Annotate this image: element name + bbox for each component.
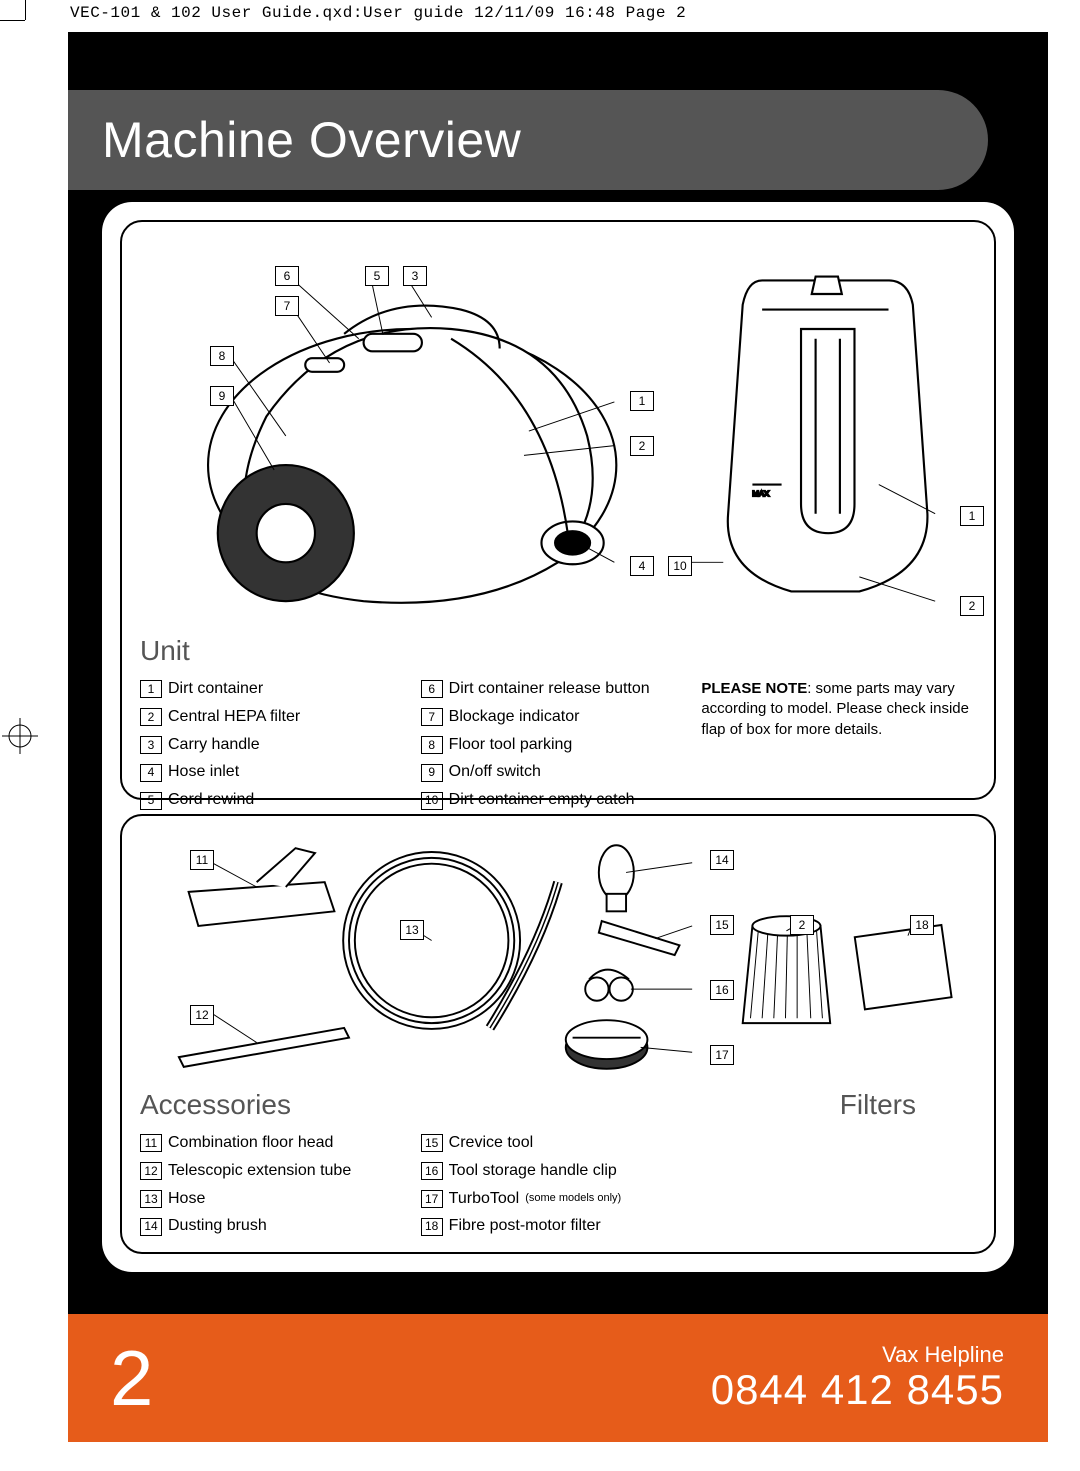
callout-number: 2 [790, 915, 814, 935]
callout-number: 1 [630, 391, 654, 411]
callout-number: 8 [210, 346, 234, 366]
legend-label: Fibre post-motor filter [449, 1214, 601, 1239]
legend-label: Crevice tool [449, 1131, 533, 1156]
callout-number: 7 [275, 296, 299, 316]
legend-row: 9 On/off switch [421, 760, 696, 785]
unit-legend: 1 Dirt container 2 Central HEPA filter 3 Carr… [140, 677, 976, 816]
legend-number: 14 [140, 1218, 162, 1236]
accessories-panel: 11 13 12 14 15 16 17 2 18 Accessories Filters 11… [120, 814, 996, 1254]
legend-number: 5 [140, 792, 162, 810]
callout-number: 14 [710, 850, 734, 870]
legend-row: 6 Dirt container release button [421, 677, 696, 702]
unit-section-label: Unit [140, 635, 976, 667]
callout-number: 17 [710, 1045, 734, 1065]
legend-label: On/off switch [449, 760, 541, 785]
crop-mark [25, 0, 26, 20]
legend-row: 17 TurboTool (some models only) [421, 1187, 696, 1212]
crop-mark [0, 20, 25, 21]
content-area: MAX [102, 202, 1014, 1272]
legend-label: Hose inlet [168, 760, 239, 785]
helpline-block: Vax Helpline 0844 412 8455 [711, 1343, 1004, 1413]
legend-row: 8 Floor tool parking [421, 733, 696, 758]
legend-label: Floor tool parking [449, 733, 573, 758]
legend-suffix: (some models only) [525, 1190, 621, 1207]
legend-number: 12 [140, 1162, 162, 1180]
registration-mark-icon [2, 718, 38, 754]
unit-diagram: MAX [140, 236, 976, 631]
legend-label: Blockage indicator [449, 705, 580, 730]
legend-label: Dirt container [168, 677, 263, 702]
legend-number: 13 [140, 1190, 162, 1208]
callout-number: 4 [630, 556, 654, 576]
legend-row: 1 Dirt container [140, 677, 415, 702]
filters-section-label: Filters [840, 1089, 916, 1121]
legend-label: Central HEPA filter [168, 705, 300, 730]
accessories-legend: 11 Combination floor head 12 Telescopic ext… [140, 1131, 976, 1242]
page-title: Machine Overview [102, 111, 521, 169]
file-header-meta: VEC-101 & 102 User Guide.qxd:User guide … [70, 4, 686, 22]
legend-number: 10 [421, 792, 443, 810]
legend-row: 14 Dusting brush [140, 1214, 415, 1239]
legend-row: 5 Cord rewind [140, 788, 415, 813]
callout-number: 16 [710, 980, 734, 1000]
footer: 2 Vax Helpline 0844 412 8455 [68, 1314, 1048, 1442]
legend-number: 8 [421, 736, 443, 754]
legend-number: 6 [421, 680, 443, 698]
legend-number: 16 [421, 1162, 443, 1180]
callout-number: 18 [910, 915, 934, 935]
callout-number: 10 [668, 556, 692, 576]
legend-label: Dusting brush [168, 1214, 267, 1239]
legend-number: 2 [140, 708, 162, 726]
callout-number: 9 [210, 386, 234, 406]
legend-label: Carry handle [168, 733, 260, 758]
legend-label: TurboTool [449, 1187, 520, 1212]
legend-row: 3 Carry handle [140, 733, 415, 758]
callout-number: 1 [960, 506, 984, 526]
callout-number: 5 [365, 266, 389, 286]
legend-label: Dirt container release button [449, 677, 650, 702]
callout-number: 2 [960, 596, 984, 616]
legend-row: 15 Crevice tool [421, 1131, 696, 1156]
legend-number: 9 [421, 764, 443, 782]
legend-number: 1 [140, 680, 162, 698]
page-number: 2 [110, 1333, 153, 1424]
legend-row: 11 Combination floor head [140, 1131, 415, 1156]
legend-row: 2 Central HEPA filter [140, 705, 415, 730]
legend-number: 18 [421, 1218, 443, 1236]
callout-number: 11 [190, 850, 214, 870]
please-note: PLEASE NOTE: some parts may vary accordi… [701, 677, 976, 816]
legend-label: Combination floor head [168, 1131, 333, 1156]
legend-row: 7 Blockage indicator [421, 705, 696, 730]
legend-row: 12 Telescopic extension tube [140, 1159, 415, 1184]
legend-number: 7 [421, 708, 443, 726]
legend-row: 16 Tool storage handle clip [421, 1159, 696, 1184]
helpline-number: 0844 412 8455 [711, 1367, 1004, 1413]
legend-number: 17 [421, 1190, 443, 1208]
unit-panel: MAX [120, 220, 996, 800]
callout-number: 6 [275, 266, 299, 286]
page-background: Machine Overview [68, 32, 1048, 1442]
callout-number: 15 [710, 915, 734, 935]
accessories-section-label: Accessories [140, 1089, 291, 1121]
callout-number: 2 [630, 436, 654, 456]
legend-row: 13 Hose [140, 1187, 415, 1212]
legend-label: Cord rewind [168, 788, 254, 813]
callout-number: 3 [403, 266, 427, 286]
legend-label: Telescopic extension tube [168, 1159, 351, 1184]
legend-row: 18 Fibre post-motor filter [421, 1214, 696, 1239]
accessories-diagram: 11 13 12 14 15 16 17 2 18 [140, 830, 976, 1085]
legend-row: 10 Dirt container empty catch [421, 788, 696, 813]
callout-number: 12 [190, 1005, 214, 1025]
legend-label: Hose [168, 1187, 205, 1212]
legend-label: Dirt container empty catch [449, 788, 635, 813]
legend-number: 4 [140, 764, 162, 782]
legend-label: Tool storage handle clip [449, 1159, 617, 1184]
helpline-label: Vax Helpline [711, 1343, 1004, 1367]
header-band: Machine Overview [68, 90, 988, 190]
legend-number: 11 [140, 1134, 162, 1152]
legend-number: 3 [140, 736, 162, 754]
callout-number: 13 [400, 920, 424, 940]
legend-number: 15 [421, 1134, 443, 1152]
legend-row: 4 Hose inlet [140, 760, 415, 785]
